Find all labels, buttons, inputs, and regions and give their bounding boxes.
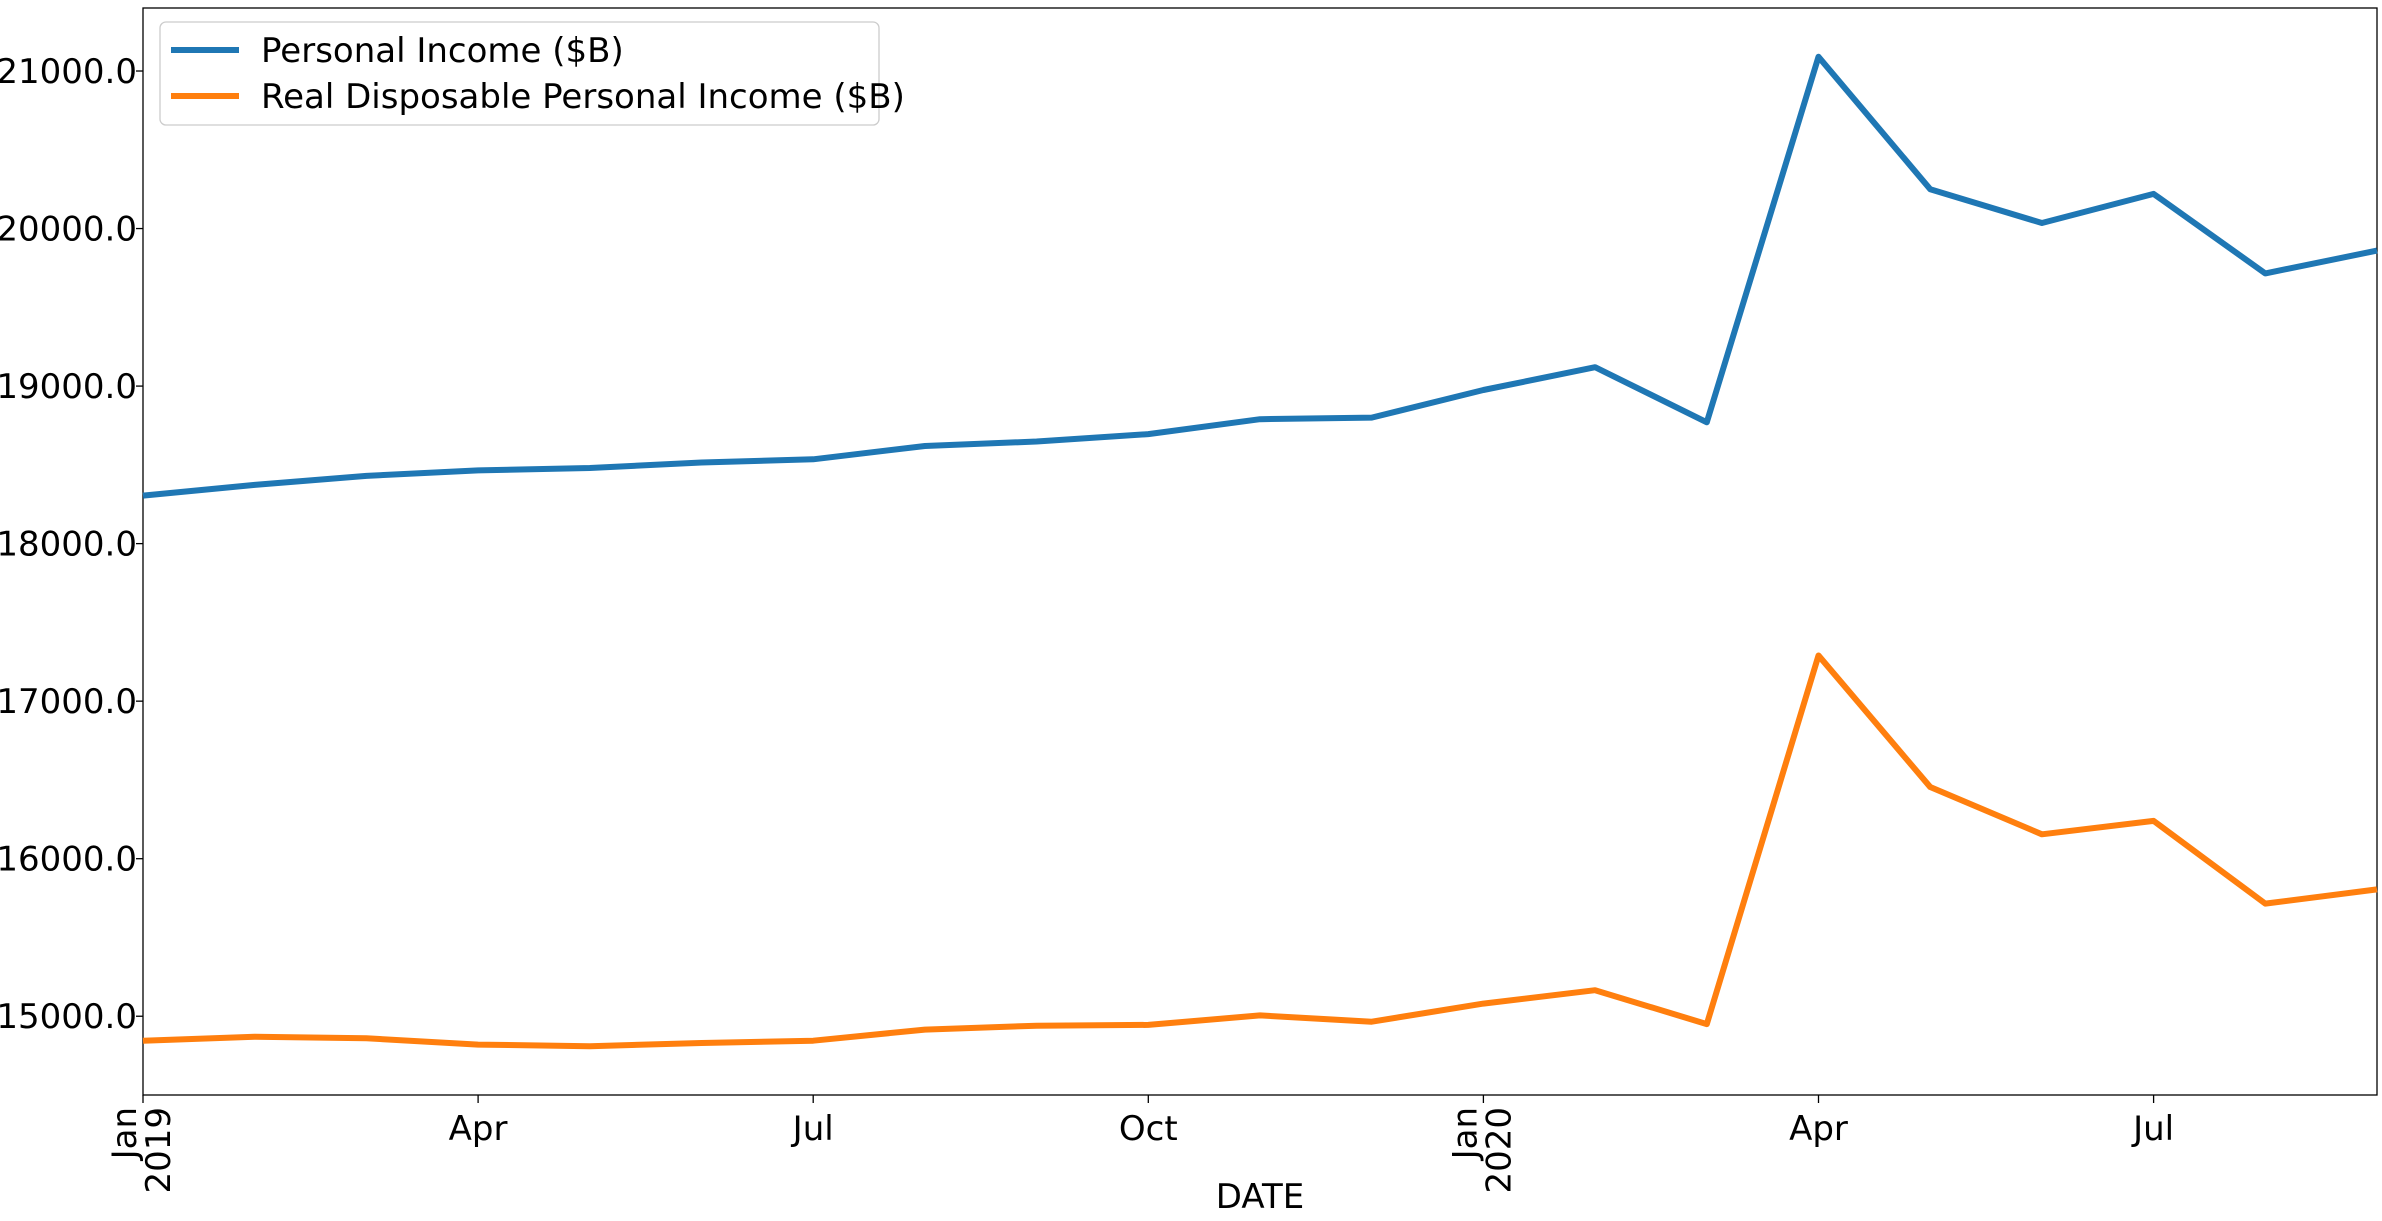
x-tick-label: 2020 bbox=[1479, 1107, 1519, 1194]
y-axis: 15000.0 16000.0 17000.0 18000.0 19000.0 20000… bbox=[0, 52, 143, 1037]
y-tick-label: 18000.0 bbox=[0, 525, 137, 565]
x-tick-label: Apr bbox=[1789, 1109, 1848, 1149]
y-tick-label: 20000.0 bbox=[0, 210, 137, 250]
series-line-1 bbox=[142, 53, 2378, 499]
x-tick-label: Jul bbox=[791, 1109, 834, 1149]
x-tick-label: Oct bbox=[1119, 1109, 1178, 1149]
plot-area-frame bbox=[142, 7, 2378, 1096]
legend-label-1: Personal Income ($B) bbox=[261, 31, 624, 71]
x-tick-label: Jul bbox=[2131, 1109, 2174, 1149]
legend-box bbox=[159, 21, 880, 126]
y-tick-label: 16000.0 bbox=[0, 840, 137, 880]
series-line-2 bbox=[142, 652, 2378, 1050]
x-axis-title: DATE bbox=[1216, 1177, 1304, 1217]
x-tick-label: 2019 bbox=[139, 1107, 179, 1194]
series-layer bbox=[142, 53, 2378, 1050]
x-tick-label: Apr bbox=[449, 1109, 508, 1149]
y-tick-label: 19000.0 bbox=[0, 367, 137, 407]
x-tick-label: Jan bbox=[105, 1107, 145, 1161]
legend-label-2: Real Disposable Personal Income ($B) bbox=[261, 77, 905, 117]
x-tick-label: Jan bbox=[1445, 1107, 1485, 1161]
legend: Personal Income ($B) Real Disposable Pers… bbox=[159, 21, 905, 126]
y-tick-label: 21000.0 bbox=[0, 52, 137, 92]
y-tick-label: 17000.0 bbox=[0, 682, 137, 722]
y-tick-label: 15000.0 bbox=[0, 997, 137, 1037]
